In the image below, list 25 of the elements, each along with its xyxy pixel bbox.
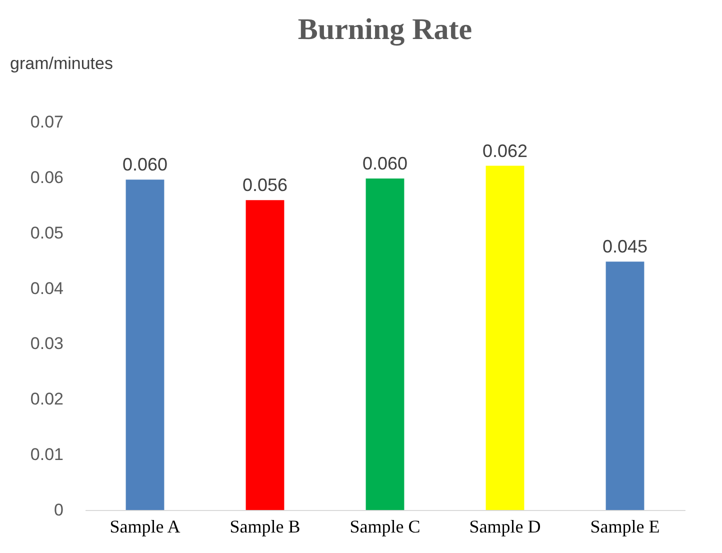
bar (126, 180, 164, 510)
y-tick-label: 0.04 (30, 278, 64, 298)
y-tick-label: 0.05 (30, 223, 64, 242)
x-tick-label: Sample E (590, 516, 660, 536)
x-tick-label: Sample D (469, 516, 541, 536)
y-axis-title: gram/minutes (10, 54, 113, 73)
data-label: 0.045 (602, 236, 648, 257)
y-tick-label: 0.06 (30, 168, 64, 187)
bar (246, 200, 284, 510)
data-label: 0.060 (122, 154, 168, 175)
bar (606, 262, 644, 510)
bar (366, 178, 404, 510)
y-tick-label: 0 (54, 500, 64, 520)
y-tick-label: 0.03 (30, 334, 64, 354)
bar (486, 166, 524, 510)
y-tick-label: 0.02 (30, 390, 64, 409)
x-tick-label: Sample C (350, 516, 420, 536)
data-label: 0.060 (362, 154, 408, 174)
data-label: 0.062 (482, 140, 528, 161)
y-tick-label: 0.01 (30, 445, 64, 464)
data-label: 0.056 (242, 175, 288, 196)
x-tick-label: Sample B (230, 516, 300, 536)
chart-title: Burning Rate (298, 13, 472, 46)
x-tick-label: Sample A (110, 516, 180, 536)
y-tick-label: 0.07 (30, 112, 64, 132)
